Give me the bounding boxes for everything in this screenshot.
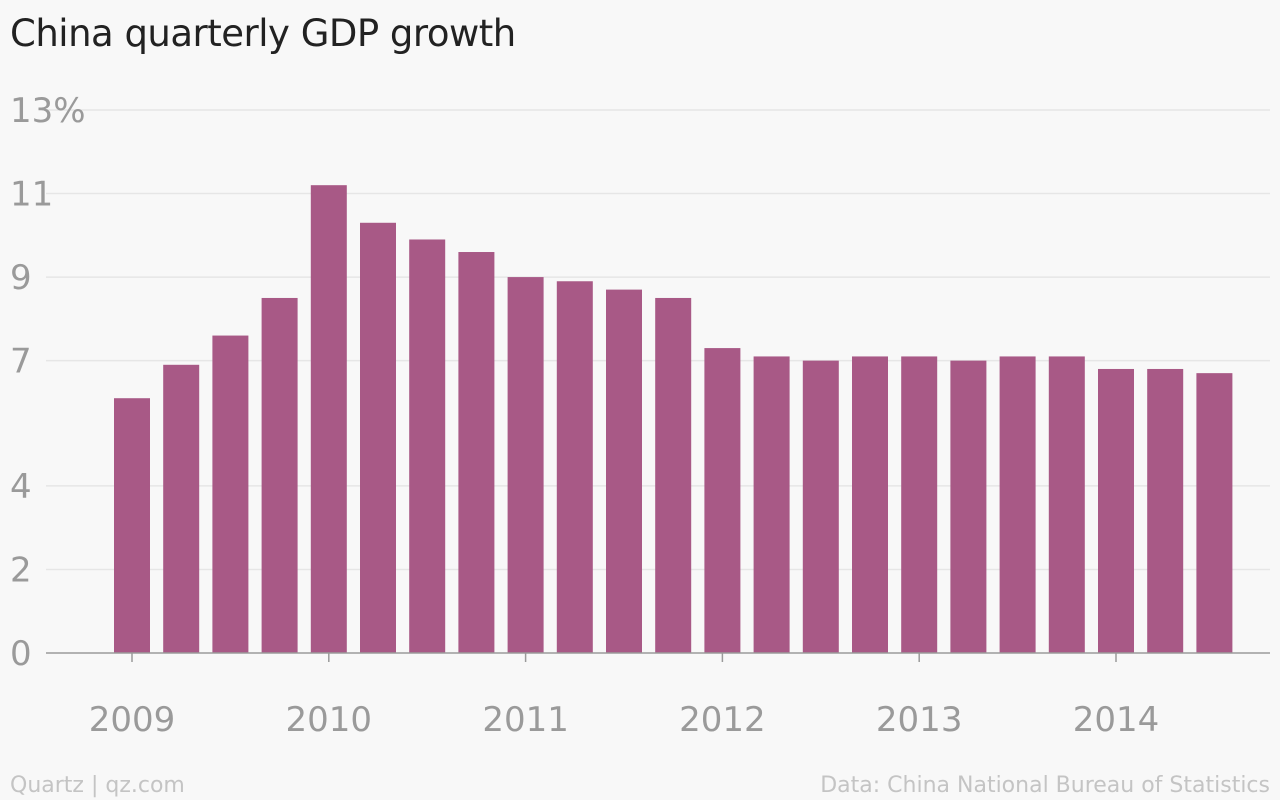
- bar: [901, 356, 938, 653]
- footer-source: Data: China National Bureau of Statistic…: [820, 773, 1270, 798]
- x-tick-label: 2009: [89, 700, 176, 740]
- x-tick-label: 2012: [679, 700, 766, 740]
- bar: [409, 239, 446, 653]
- y-tick-label: 7: [10, 342, 32, 382]
- y-tick-label: 9: [10, 258, 32, 298]
- bar: [114, 398, 150, 653]
- x-tick-label: 2014: [1073, 700, 1160, 740]
- bar: [163, 364, 200, 653]
- bar: [507, 277, 544, 653]
- bar: [556, 281, 593, 653]
- y-tick-label: 0: [10, 634, 32, 674]
- bar: [310, 185, 347, 653]
- y-tick-label: 2: [10, 550, 32, 590]
- bar: [704, 348, 741, 653]
- y-tick-label: 4: [10, 467, 32, 507]
- bar: [458, 252, 495, 653]
- bar: [1196, 373, 1233, 653]
- bar: [606, 289, 642, 653]
- bar: [999, 356, 1036, 653]
- bar: [852, 356, 888, 653]
- bar: [1048, 356, 1085, 653]
- y-tick-label: 13%: [10, 91, 86, 131]
- x-tick-label: 2013: [876, 700, 963, 740]
- footer-brand: Quartz | qz.com: [10, 773, 185, 798]
- bar: [1098, 368, 1134, 653]
- x-tick-label: 2011: [482, 700, 569, 740]
- bar: [753, 356, 790, 653]
- bar: [655, 297, 692, 653]
- chart-title: China quarterly GDP growth: [10, 12, 516, 55]
- bar: [802, 360, 839, 653]
- bar: [360, 222, 396, 653]
- x-tick-label: 2010: [286, 700, 373, 740]
- bar: [950, 360, 987, 653]
- bar: [1147, 368, 1184, 653]
- y-tick-label: 11: [10, 175, 53, 215]
- bar: [261, 297, 298, 653]
- bar: [212, 335, 249, 653]
